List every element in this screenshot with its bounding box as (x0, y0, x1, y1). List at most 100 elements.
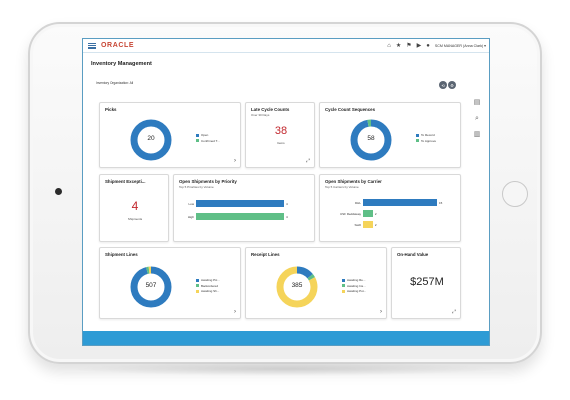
chevron-right-icon[interactable]: › (380, 309, 382, 315)
card-title: Late Cycle Counts (251, 107, 290, 112)
receipt-lines-card[interactable]: Receipt Lines 385 Awaiting Re... Awaitin… (245, 247, 387, 319)
bar-value-label: 4 (286, 201, 288, 206)
shipment-lines-donut (130, 266, 172, 308)
bar-value-label: 2 (374, 222, 377, 227)
home-button[interactable] (502, 181, 528, 207)
donut-segment (276, 266, 318, 308)
header-icons: ⟲ ⚙ (439, 81, 456, 89)
shipment-exceptions-unit: Shipments (127, 217, 143, 221)
expand-icon[interactable]: ⤢ (451, 309, 456, 315)
star-icon[interactable]: ★ (395, 42, 402, 49)
legend-label: Awaiting Ins... (347, 283, 366, 288)
search-icon[interactable]: ⌕ (475, 115, 479, 122)
settings-icon[interactable]: ⚙ (448, 81, 456, 89)
priority-chart: Low 4 High 4 (174, 175, 316, 243)
legend-item: Awaiting Sh... (196, 289, 220, 293)
chevron-right-icon[interactable]: › (234, 309, 236, 315)
legend-label: Awaiting Pic... (201, 278, 220, 282)
donut-segment (350, 119, 392, 161)
late-cycle-counts-card[interactable]: Late Cycle Counts Over 30 Days 38 Items … (245, 102, 315, 168)
shipment-lines-legend: Awaiting Pic... Backordered Awaiting Sh.… (196, 278, 220, 295)
legend-item: Confirmed T... (196, 139, 220, 143)
legend-item: To Approve (416, 139, 436, 143)
donut-segment (130, 119, 172, 161)
home-icon[interactable]: ⌂ (387, 42, 391, 49)
notification-icon[interactable]: ▶ (416, 42, 422, 49)
shipment-exceptions-value: 4 (131, 199, 139, 213)
bar-value-label: 4 (286, 214, 288, 219)
card-title: Open Shipments by Carrier (325, 179, 382, 184)
card-subtitle: Top 5 Carriers by Volume (325, 185, 359, 189)
top-bar: ORACLE ⌂ ★ ⚑ ▶ ● SCM MANAGER (Anna Clark… (83, 39, 489, 53)
user-menu[interactable]: SCM MANAGER (Anna Clark) ▾ (434, 43, 486, 48)
expand-icon[interactable]: ⤢ (305, 158, 310, 164)
legend-swatch (342, 284, 345, 287)
receipt-lines-donut (276, 266, 318, 308)
shipments-by-priority-card[interactable]: Open Shipments by Priority Top 5 Priorit… (173, 174, 315, 242)
bar[interactable] (196, 213, 284, 220)
bar[interactable] (196, 200, 284, 207)
refresh-icon[interactable]: ⟲ (439, 81, 447, 89)
bar-category-label: Swift (354, 222, 361, 227)
clipboard-icon[interactable]: ▤ (473, 99, 481, 106)
oracle-logo: ORACLE (101, 42, 135, 49)
legend-label: Awaiting Sh... (201, 289, 220, 293)
late-cycle-unit: Items (277, 141, 285, 145)
chevron-right-icon[interactable]: › (234, 158, 236, 164)
legend-swatch (416, 133, 419, 137)
cycle-sequences-donut (350, 119, 392, 161)
card-title: Receipt Lines (251, 252, 280, 257)
legend-label: To Approve (421, 138, 437, 143)
picks-value: 20 (147, 135, 155, 142)
legend-label: Awaiting Put... (347, 289, 367, 293)
cycle-sequences-value: 58 (367, 135, 375, 142)
shipments-by-carrier-card[interactable]: Open Shipments by Carrier Top 5 Carriers… (319, 174, 461, 242)
card-title: Picks (105, 107, 117, 112)
bar-category-label: High (187, 214, 194, 219)
on-hand-value-card[interactable]: On-Hand Value $257M ⤢ (391, 247, 461, 319)
legend-swatch (342, 289, 345, 293)
receipt-lines-legend: Awaiting Re... Awaiting Ins... Awaiting … (342, 278, 366, 295)
device-shadow (70, 362, 500, 376)
screen-footer (83, 331, 489, 345)
camera-icon (55, 188, 62, 195)
shipment-lines-card[interactable]: Shipment Lines 507 Awaiting Pic... Backo… (99, 247, 241, 319)
legend-label: Confirmed T... (201, 138, 220, 143)
card-subtitle: Over 30 Days (251, 113, 270, 117)
organization-selector[interactable]: Inventory Organization: All (96, 81, 134, 85)
card-title: Shipment Lines (105, 252, 138, 257)
legend-swatch (416, 139, 419, 142)
bar-value-label: 15 (439, 200, 443, 205)
main-content: Inventory Management Inventory Organizat… (83, 53, 489, 331)
bar-category-label: USF Reddaway (339, 211, 361, 216)
legend-item: Backordered (196, 284, 220, 288)
app-screen: ORACLE ⌂ ★ ⚑ ▶ ● SCM MANAGER (Anna Clark… (82, 38, 490, 346)
bar-value-label: 2 (374, 211, 377, 216)
card-title: On-Hand Value (397, 252, 429, 257)
card-title: Shipment Excepti... (105, 179, 146, 184)
bar[interactable] (363, 199, 437, 206)
shipment-exceptions-card[interactable]: Shipment Excepti... 4 Shipments (99, 174, 169, 242)
chart-icon[interactable]: ▥ (473, 131, 481, 138)
legend-item: Awaiting Ins... (342, 284, 366, 288)
legend-label: Awaiting Re... (347, 278, 366, 282)
picks-legend: Open Confirmed T... (196, 133, 220, 144)
user-icon[interactable]: ● (426, 42, 430, 49)
picks-card[interactable]: Picks 20 Open Confirmed T... › (99, 102, 241, 168)
legend-swatch (196, 133, 199, 137)
bar-category-label: DHL (354, 200, 361, 205)
carrier-chart: DHL 15 USF Reddaway 2 Swift 2 (320, 175, 462, 243)
card-subtitle: Top 5 Priorities by Volume (179, 185, 214, 189)
legend-swatch (196, 289, 199, 293)
legend-swatch (342, 278, 345, 282)
cycle-count-sequences-card[interactable]: Cycle Count Sequences 58 To Record To Ap… (319, 102, 461, 168)
bar[interactable] (363, 210, 373, 217)
bar[interactable] (363, 221, 373, 228)
flag-icon[interactable]: ⚑ (406, 42, 412, 49)
legend-label: Backordered (201, 283, 219, 288)
legend-swatch (196, 278, 199, 282)
legend-label: Open (201, 133, 209, 137)
picks-donut (130, 119, 172, 161)
legend-item: Awaiting Re... (342, 278, 366, 282)
menu-icon[interactable] (88, 42, 96, 49)
